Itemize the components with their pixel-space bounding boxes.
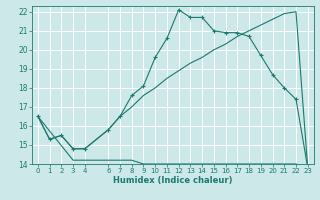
X-axis label: Humidex (Indice chaleur): Humidex (Indice chaleur) [113, 176, 233, 185]
